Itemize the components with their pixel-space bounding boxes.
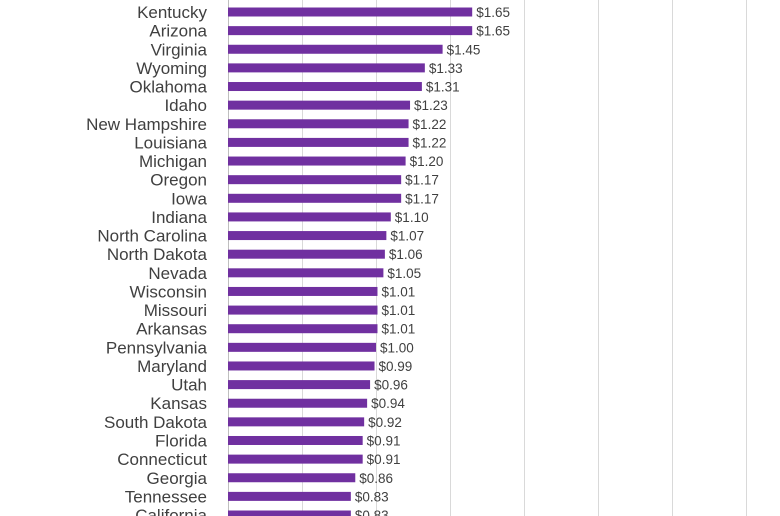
data-label: $1.45 bbox=[447, 42, 481, 57]
data-label: $1.01 bbox=[381, 303, 415, 318]
data-label: $1.07 bbox=[390, 229, 424, 244]
bar-maryland bbox=[228, 361, 375, 371]
data-label: $1.31 bbox=[426, 80, 460, 95]
bar-arkansas bbox=[228, 324, 378, 334]
data-label: $0.83 bbox=[355, 489, 389, 504]
category-label: Kansas bbox=[150, 394, 207, 413]
data-labels: $1.65 $1.65 $1.45 $1.33 $1.31 $1.23 $1.22 $1.22… bbox=[355, 5, 510, 516]
category-label: Indiana bbox=[151, 208, 207, 227]
category-label: Utah bbox=[171, 376, 207, 395]
data-label: $0.94 bbox=[371, 396, 405, 411]
bar-florida bbox=[228, 435, 363, 445]
bar-georgia bbox=[228, 473, 356, 483]
bar-wyoming bbox=[228, 63, 425, 73]
data-label: $1.17 bbox=[405, 191, 439, 206]
bar-north-carolina bbox=[228, 231, 387, 241]
data-label: $1.33 bbox=[429, 61, 463, 76]
bar-nevada bbox=[228, 268, 384, 278]
category-label: Connecticut bbox=[117, 450, 207, 469]
data-label: $0.99 bbox=[379, 359, 413, 374]
category-label: Florida bbox=[155, 431, 208, 450]
bar-missouri bbox=[228, 305, 378, 315]
bar-new-hampshire bbox=[228, 119, 409, 129]
data-label: $1.65 bbox=[476, 24, 510, 39]
category-labels: KentuckyArizonaVirginiaWyomingOklahomaId… bbox=[86, 3, 207, 516]
bar-louisiana bbox=[228, 137, 409, 147]
category-label: California bbox=[135, 506, 207, 516]
data-label: $1.22 bbox=[413, 135, 447, 150]
bar-north-dakota bbox=[228, 249, 385, 259]
data-label: $1.06 bbox=[389, 247, 423, 262]
category-label: Oklahoma bbox=[130, 78, 208, 97]
category-label: Tennessee bbox=[125, 487, 207, 506]
data-label: $0.86 bbox=[359, 471, 393, 486]
category-label: Oregon bbox=[150, 171, 207, 190]
data-label: $0.83 bbox=[355, 508, 389, 516]
bar-utah bbox=[228, 380, 371, 390]
bar-idaho bbox=[228, 100, 411, 110]
bar-wisconsin bbox=[228, 286, 378, 296]
data-label: $1.05 bbox=[387, 266, 421, 281]
bar-iowa bbox=[228, 193, 402, 203]
bar-oklahoma bbox=[228, 82, 422, 92]
data-label: $1.00 bbox=[380, 340, 414, 355]
data-label: $1.01 bbox=[381, 322, 415, 337]
data-label: $0.96 bbox=[374, 378, 408, 393]
category-label: Michigan bbox=[139, 152, 207, 171]
category-label: North Dakota bbox=[107, 245, 208, 264]
data-label: $1.17 bbox=[405, 173, 439, 188]
category-label: Nevada bbox=[148, 264, 207, 283]
category-label: Maryland bbox=[137, 357, 207, 376]
category-label: Kentucky bbox=[137, 3, 207, 22]
category-label: Pennsylvania bbox=[106, 338, 208, 357]
bar-michigan bbox=[228, 156, 406, 166]
bar-california bbox=[228, 510, 351, 516]
data-label: $1.20 bbox=[410, 154, 444, 169]
bar-oregon bbox=[228, 175, 402, 185]
category-label: Idaho bbox=[164, 96, 207, 115]
bar-kansas bbox=[228, 398, 368, 408]
bar-arizona bbox=[228, 26, 473, 36]
bar-kentucky bbox=[228, 7, 473, 17]
category-label: Arizona bbox=[149, 22, 207, 41]
bars bbox=[228, 7, 473, 516]
data-label: $1.23 bbox=[414, 98, 448, 113]
bar-south-dakota bbox=[228, 417, 365, 427]
category-label: Virginia bbox=[151, 40, 208, 59]
bar-indiana bbox=[228, 212, 391, 222]
data-label: $1.10 bbox=[395, 210, 429, 225]
bar-tennessee bbox=[228, 491, 351, 501]
category-label: Missouri bbox=[144, 301, 207, 320]
category-label: New Hampshire bbox=[86, 115, 207, 134]
category-label: Iowa bbox=[171, 189, 207, 208]
category-label: South Dakota bbox=[104, 413, 208, 432]
category-label: Arkansas bbox=[136, 320, 207, 339]
data-label: $0.91 bbox=[367, 452, 401, 467]
data-label: $1.22 bbox=[413, 117, 447, 132]
bar-connecticut bbox=[228, 454, 363, 464]
bar-pennsylvania bbox=[228, 342, 376, 352]
data-label: $1.65 bbox=[476, 5, 510, 20]
category-label: Louisiana bbox=[134, 133, 207, 152]
category-label: Wyoming bbox=[136, 59, 207, 78]
category-label: Wisconsin bbox=[130, 282, 207, 301]
data-label: $0.92 bbox=[368, 415, 402, 430]
bar-virginia bbox=[228, 44, 443, 54]
data-label: $0.91 bbox=[367, 433, 401, 448]
data-label: $1.01 bbox=[381, 284, 415, 299]
category-label: Georgia bbox=[147, 469, 208, 488]
category-label: North Carolina bbox=[97, 227, 207, 246]
